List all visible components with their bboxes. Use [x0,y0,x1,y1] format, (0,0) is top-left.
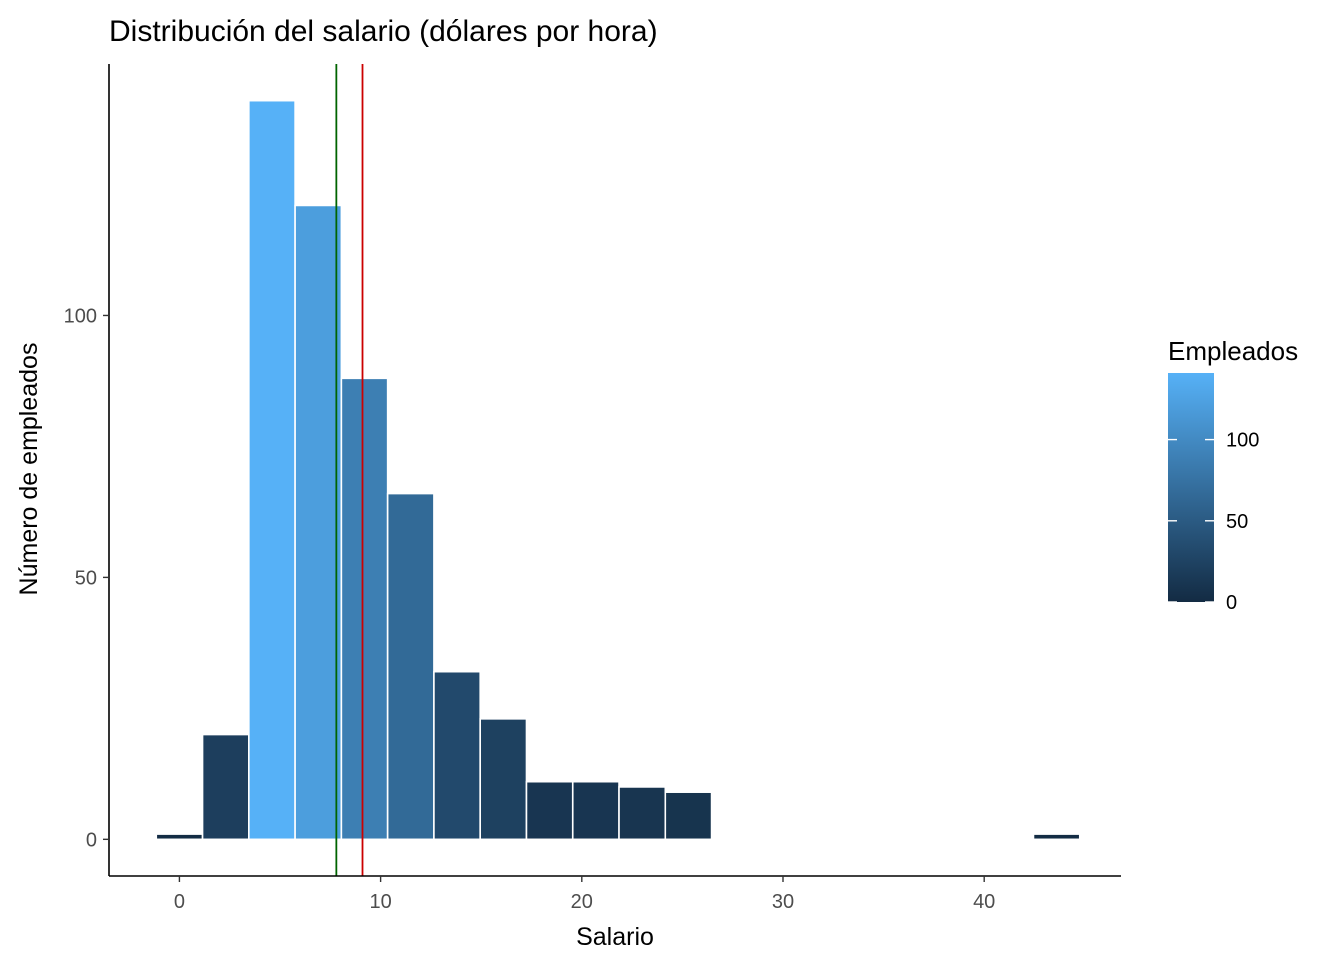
bar-0 [155,833,204,841]
bar-9 [571,780,620,841]
bar-4 [340,377,389,841]
x-tick-label-30: 30 [772,891,794,913]
x-tick-label-10: 10 [369,891,391,913]
x-tick-label-20: 20 [571,891,593,913]
bar-3 [294,204,343,841]
y-axis-title: Número de empleados [15,343,43,596]
legend-colorbar [1168,373,1214,602]
bars-group [155,99,1081,841]
x-tick-label-40: 40 [973,891,995,913]
bar-8 [525,780,574,841]
legend-label-100: 100 [1226,430,1259,452]
legend-ticks: 0 50 100 [1168,430,1259,614]
reference-lines [335,64,364,876]
legend: Empleados 0 50 100 [1168,336,1298,614]
x-axis-title: Salario [576,923,654,951]
y-tick-label-0: 0 [86,829,97,851]
legend-title: Empleados [1168,336,1298,366]
bar-2 [248,99,296,841]
bar-6 [433,670,482,841]
legend-label-50: 50 [1226,511,1248,533]
x-axis-ticks: 0 10 20 30 40 [174,876,995,913]
y-tick-label-50: 50 [75,567,97,589]
bar-12 [1032,833,1081,841]
bar-5 [386,492,435,841]
bar-11 [664,791,713,841]
legend-label-0: 0 [1226,592,1237,614]
x-tick-label-0: 0 [174,891,185,913]
chart-title: Distribución del salario (dólares por ho… [109,15,658,48]
bar-7 [479,718,528,841]
bar-10 [618,786,667,841]
y-axis-ticks: 0 50 100 [64,305,109,851]
y-tick-label-100: 100 [64,305,97,327]
bar-1 [201,733,250,841]
